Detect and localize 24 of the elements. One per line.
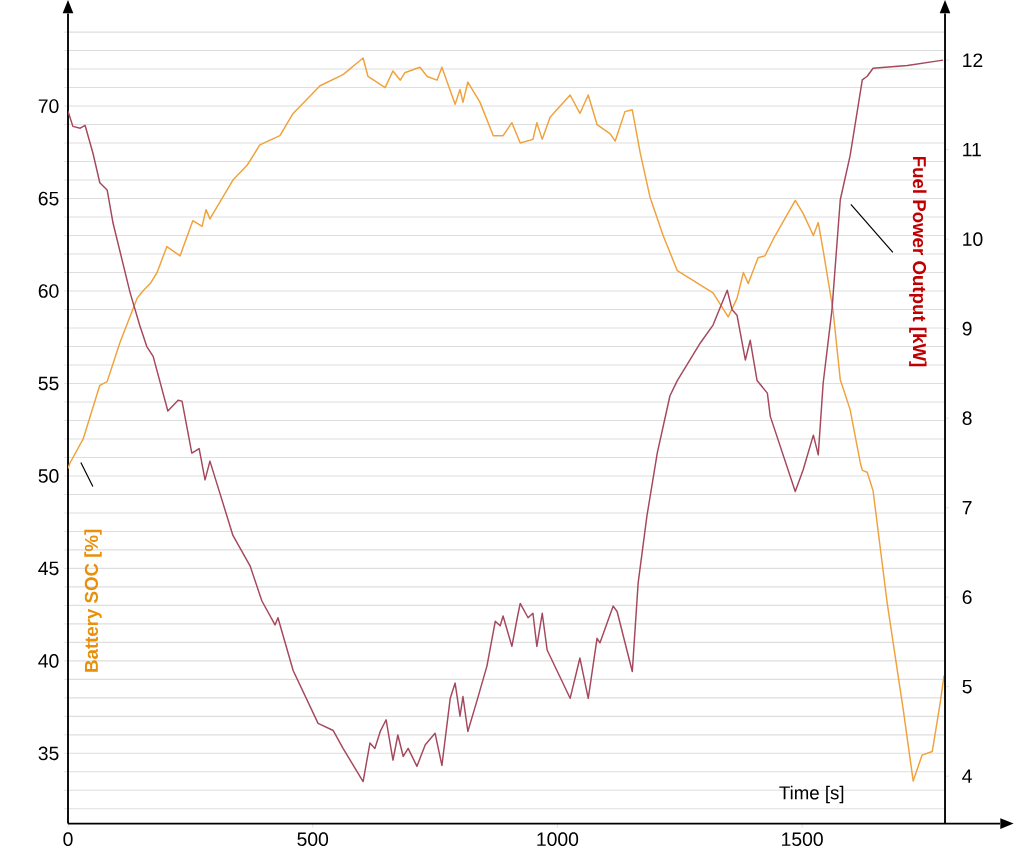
x-tick-label: 0 [63, 832, 73, 847]
y-tick-label: 55 [38, 376, 59, 391]
y-tick-label: 65 [38, 191, 59, 206]
x-tick-label: 500 [297, 832, 329, 847]
x-axis-title: Time [s] [779, 785, 844, 804]
y-axis-title: Battery SOC [%] [84, 530, 102, 672]
y2-tick-label: 8 [962, 411, 972, 426]
y-tick-label: 70 [38, 99, 59, 114]
x-tick-label: 1000 [537, 832, 579, 847]
y2-tick-label: 5 [962, 680, 972, 694]
x-tick-label: 1500 [782, 832, 823, 847]
y-tick-label: 35 [38, 746, 59, 761]
y2-tick-label: 12 [963, 53, 983, 68]
y2-tick-label: 4 [962, 769, 972, 784]
y-tick-label: 50 [38, 469, 59, 483]
y2-tick-label: 11 [963, 143, 981, 157]
y2-tick-label: 10 [963, 232, 983, 247]
y2-tick-label: 7 [962, 501, 972, 515]
y-tick-label: 45 [38, 561, 59, 576]
y2-axis-title: Fuel Power Output [kW] [909, 157, 927, 367]
y2-tick-label: 9 [962, 321, 972, 336]
y-tick-label: 40 [38, 654, 59, 668]
y2-tick-label: 6 [962, 590, 972, 605]
y-tick-label: 60 [38, 284, 59, 299]
